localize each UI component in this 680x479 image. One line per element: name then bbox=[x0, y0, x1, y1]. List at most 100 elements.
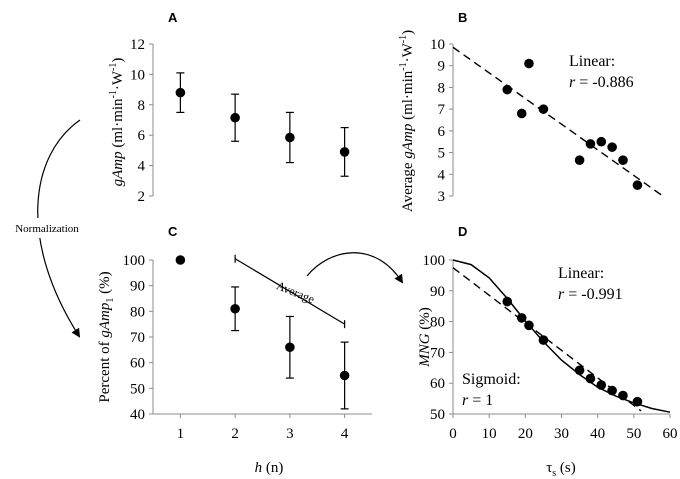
panel-d-xtick-label: 10 bbox=[482, 426, 497, 442]
panel-a-point bbox=[285, 132, 295, 143]
panel-a-point bbox=[339, 147, 350, 157]
panel-b-axes bbox=[449, 43, 454, 197]
panel-b-point bbox=[632, 180, 643, 190]
normalization-label-bg bbox=[2, 218, 94, 238]
panel-c: C 40 50 60 70 80 90 100 1 2 3 4 Average Percent o… bbox=[97, 224, 372, 476]
panel-b-r-annotation: r = -0.886 bbox=[569, 74, 634, 91]
panel-d-ytick-label: 60 bbox=[430, 376, 445, 392]
panel-c-ylabel: Percent of gAmp1 (%) bbox=[97, 271, 116, 402]
panel-d-xtick-label: 30 bbox=[554, 426, 569, 442]
panel-a-ytick-label: 2 bbox=[138, 189, 146, 205]
panel-b-ytick-labels: 3 4 5 6 7 8 9 10 bbox=[430, 37, 446, 205]
panel-d-point bbox=[502, 296, 513, 307]
panel-d-point bbox=[632, 396, 643, 407]
panel-b-ylabel: Average gAmp (ml·min-1·W-1) bbox=[398, 30, 416, 212]
panel-b-point bbox=[574, 155, 585, 165]
panel-a-ytick-label: 6 bbox=[138, 128, 146, 144]
panel-c-ytick-label: 40 bbox=[130, 407, 145, 423]
panel-c-ytick-labels: 40 50 60 70 80 90 100 bbox=[123, 253, 146, 423]
panel-c-average-label: Average bbox=[274, 278, 316, 306]
panel-a-ytick-labels: 2 4 6 8 10 12 bbox=[130, 37, 146, 205]
panel-c-ytick-label: 90 bbox=[130, 279, 145, 295]
panel-b-point bbox=[618, 155, 628, 165]
panel-c-ytick-label: 60 bbox=[130, 356, 145, 372]
panel-a-axes bbox=[149, 43, 154, 197]
panel-b-ytick-label: 3 bbox=[438, 189, 446, 205]
normalization-label: Normalization bbox=[15, 223, 79, 235]
panel-b-point bbox=[596, 136, 607, 147]
panel-a-ytick-label: 12 bbox=[130, 37, 145, 53]
panel-b-point bbox=[585, 139, 596, 149]
panel-b-ytick-label: 10 bbox=[430, 37, 445, 53]
panel-c-xlabel: h (n) bbox=[255, 460, 284, 476]
panel-d-points bbox=[452, 259, 671, 413]
panel-d-r-annotation: r = -0.991 bbox=[558, 286, 623, 303]
panel-c-point bbox=[285, 342, 295, 353]
panel-a-ytick-label: 8 bbox=[138, 98, 146, 114]
panel-c-axes bbox=[149, 259, 372, 418]
panel-c-point bbox=[230, 303, 240, 314]
panel-d-point bbox=[524, 320, 534, 331]
panel-d-point bbox=[538, 335, 549, 345]
panel-c-xtick-label: 4 bbox=[341, 426, 349, 442]
panel-b-point bbox=[607, 142, 617, 152]
panel-c-point bbox=[339, 370, 350, 381]
panel-d-linear-title: Linear: bbox=[558, 265, 604, 282]
panel-c-xtick-label: 1 bbox=[177, 426, 185, 442]
panel-letter-a: A bbox=[168, 10, 178, 25]
panel-b-points bbox=[452, 46, 664, 197]
panel-b-point bbox=[524, 58, 534, 69]
panel-d-xtick-label: 0 bbox=[449, 426, 457, 442]
panel-c-ytick-label: 50 bbox=[130, 381, 145, 397]
normalization-arrow bbox=[37, 119, 81, 338]
panel-b-point bbox=[502, 84, 513, 95]
panel-a-ylabel: gAmp (ml·min-1·W-1) bbox=[108, 58, 126, 187]
panel-d-xtick-label: 40 bbox=[590, 426, 605, 442]
panel-b-ytick-label: 8 bbox=[438, 80, 446, 96]
average-bracket-line bbox=[234, 258, 345, 325]
panel-c-ytick-label: 80 bbox=[130, 304, 145, 320]
panel-d-ytick-label: 100 bbox=[423, 253, 446, 269]
panel-d-point bbox=[585, 373, 596, 384]
panel-d-point bbox=[607, 385, 617, 396]
panel-b-ytick-label: 5 bbox=[438, 146, 446, 162]
panel-c-points bbox=[175, 255, 350, 410]
panel-d: D 50 60 70 80 90 100 0 10 20 30 40 50 60 MNG (%) τs… bbox=[417, 224, 678, 479]
panel-d-xlabel: τs (s) bbox=[546, 460, 576, 479]
panel-d-point bbox=[596, 380, 607, 390]
panel-b-ytick-label: 9 bbox=[438, 59, 446, 75]
panel-d-xtick-label: 20 bbox=[518, 426, 533, 442]
panel-d-axes bbox=[449, 259, 671, 418]
panel-a-point bbox=[175, 87, 186, 98]
panel-a: A 2 4 6 8 10 12 gAmp (ml·min-1·W-1) bbox=[108, 10, 350, 205]
panel-b-point bbox=[538, 104, 549, 114]
panel-d-point bbox=[516, 313, 527, 323]
panel-d-ytick-label: 50 bbox=[430, 407, 445, 423]
panel-letter-d: D bbox=[458, 224, 467, 239]
panel-d-ytick-labels: 50 60 70 80 90 100 bbox=[423, 253, 446, 423]
panel-d-xtick-labels: 0 10 20 30 40 50 60 bbox=[449, 426, 677, 442]
panel-letter-b: B bbox=[458, 10, 467, 25]
panel-d-point bbox=[574, 365, 585, 376]
average-arrow bbox=[306, 252, 404, 284]
panel-a-point bbox=[230, 112, 240, 123]
panel-c-xtick-label: 3 bbox=[286, 426, 294, 442]
panel-d-sigmoid-curve bbox=[452, 259, 671, 413]
panel-d-xtick-label: 50 bbox=[626, 426, 641, 442]
panel-c-xtick-labels: 1 2 3 4 bbox=[177, 426, 349, 442]
panel-b-linear-fit bbox=[452, 46, 664, 197]
panel-a-points bbox=[175, 72, 350, 177]
panel-b-ytick-label: 7 bbox=[438, 102, 446, 118]
panel-c-point bbox=[175, 255, 186, 265]
panel-d-xtick-label: 60 bbox=[663, 426, 678, 442]
panel-d-ylabel: MNG (%) bbox=[417, 307, 433, 368]
panel-d-sigmoid-r: r = 1 bbox=[462, 392, 493, 409]
panel-d-point bbox=[618, 390, 628, 401]
panel-b-ytick-label: 6 bbox=[438, 124, 446, 140]
panel-a-ytick-label: 4 bbox=[138, 159, 146, 175]
panel-c-xtick-label: 2 bbox=[231, 426, 239, 442]
panel-c-average-bracket bbox=[234, 254, 346, 329]
panel-d-sigmoid-title: Sigmoid: bbox=[462, 371, 521, 388]
panel-b-point bbox=[516, 108, 527, 119]
